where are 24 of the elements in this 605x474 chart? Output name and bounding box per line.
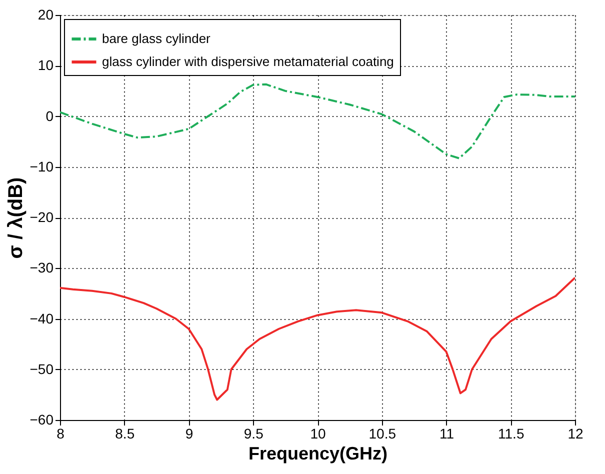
legend-label: bare glass cylinder [102,31,212,46]
y-tick-label: 10 [38,57,54,74]
y-axis-title: σ / λ(dB) [4,177,27,259]
x-tick-label: 9.5 [244,426,264,442]
y-tick-label: −30 [30,260,54,276]
y-tick-label: −10 [30,158,54,174]
legend-label: glass cylinder with dispersive metamaterial coating [102,54,394,69]
line-series [60,276,575,401]
x-tick-label: 11.5 [498,426,524,442]
y-tick-label: −40 [30,310,54,326]
x-tick-label: 10 [310,426,326,442]
y-tick-label: 20 [38,6,54,22]
y-tick-label: −60 [30,412,54,428]
y-tick-label: 0 [46,108,54,124]
y-tick-label: −50 [30,360,54,377]
x-tick-label: 8.5 [115,426,135,442]
line-series [60,83,575,160]
y-tick-label: −20 [30,209,54,225]
x-tick-label: 12 [568,426,584,442]
x-tick-label: 8 [56,426,65,442]
x-tick-label: 10.5 [368,426,396,442]
x-tick-label: 11 [439,426,454,442]
x-axis-title: Frequency(GHz) [248,444,388,464]
x-tick-label: 9 [185,426,194,442]
